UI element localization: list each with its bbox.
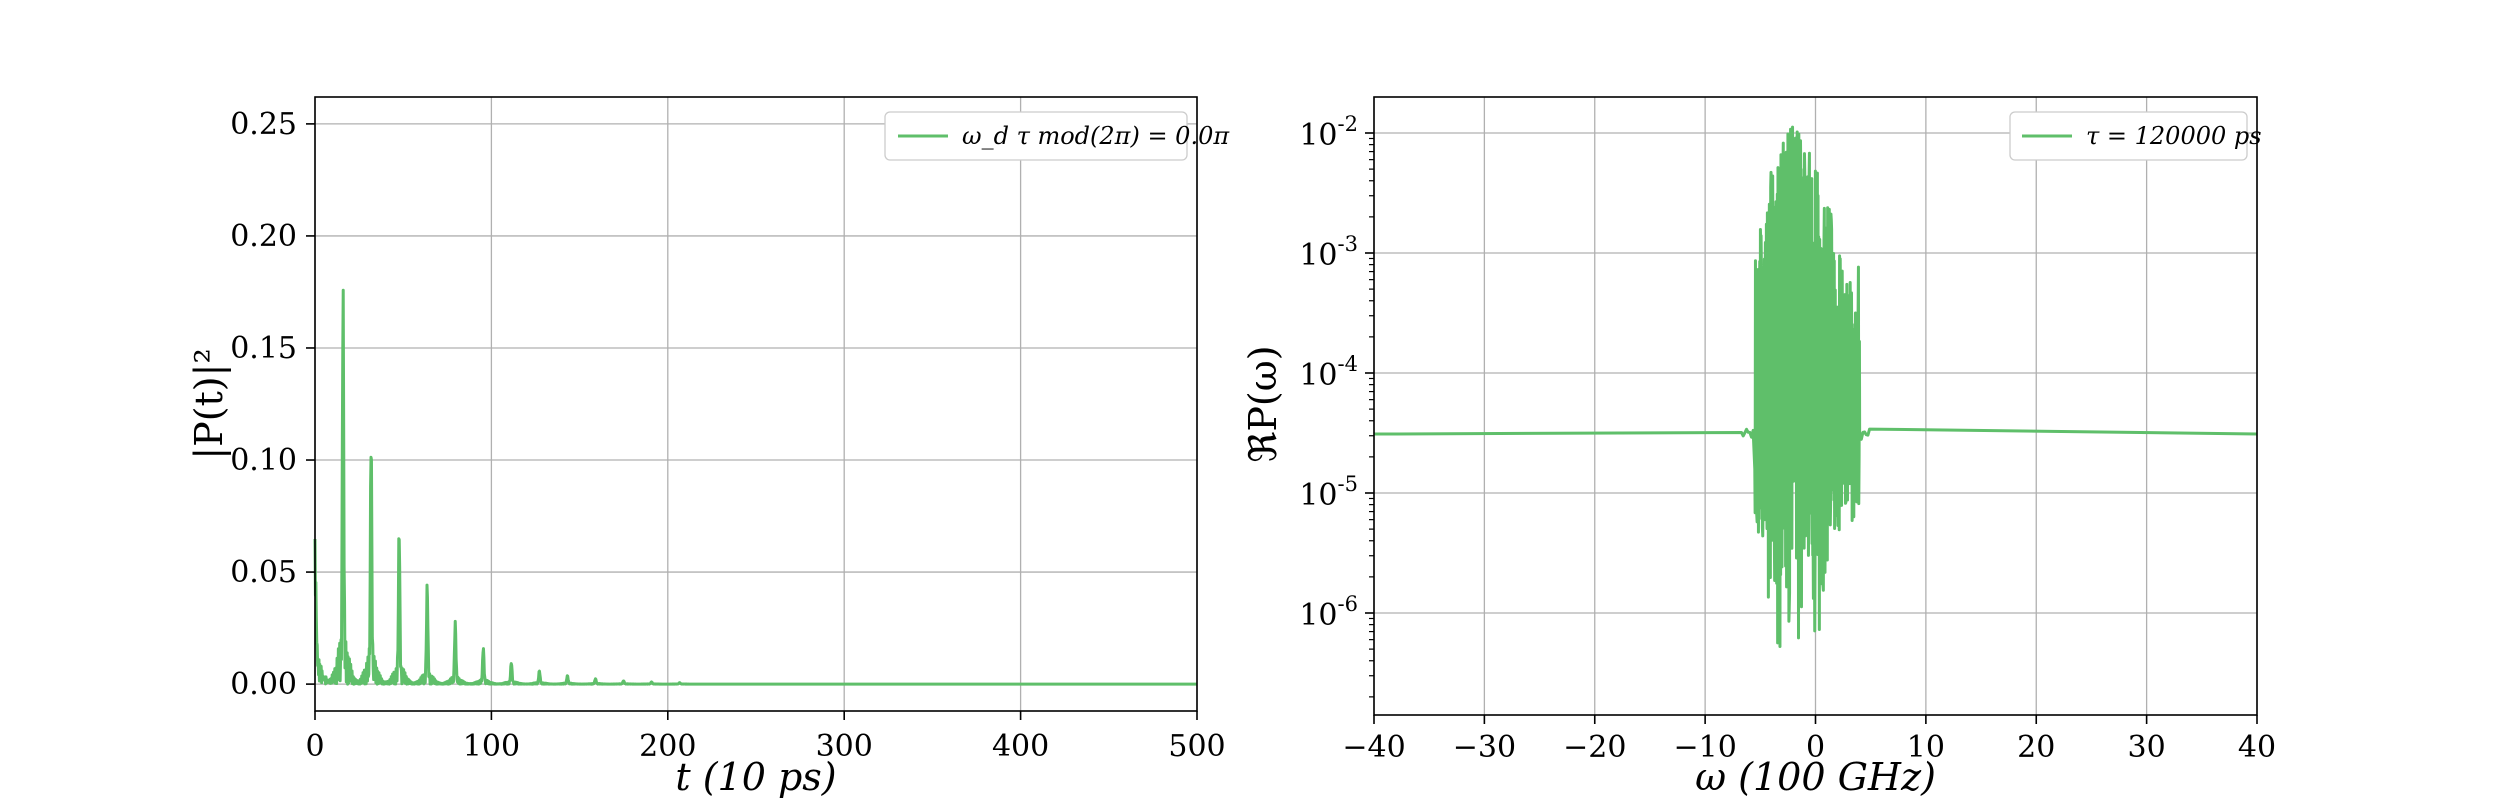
right-xtick-label: −40 xyxy=(1342,730,1405,765)
right-xtick-label: 20 xyxy=(2017,730,2055,765)
right-legend-label: τ = 120000 ps xyxy=(2086,122,2262,150)
left-ytick-label: 0.05 xyxy=(230,555,297,590)
left-series-line xyxy=(313,288,1199,686)
left-xtick-label: 200 xyxy=(639,729,696,764)
right-legend: τ = 120000 ps xyxy=(2009,111,2262,161)
left-legend-box xyxy=(884,111,1188,161)
left-xtick-label: 500 xyxy=(1168,729,1225,764)
right-xtick-label: 40 xyxy=(2238,730,2276,765)
left-ytick-label: 0.15 xyxy=(230,331,297,366)
left-gridlines xyxy=(314,97,1198,711)
right-xtick-label: 10 xyxy=(1907,730,1945,765)
right-xtick-label: −30 xyxy=(1453,730,1516,765)
left-xtick-label: 100 xyxy=(463,729,520,764)
right-ytick-label: 10-6 xyxy=(1299,592,1358,633)
left-ytick-label: 0.10 xyxy=(230,443,297,478)
left-plot-frame xyxy=(314,96,1198,712)
right-xtick-label: 0 xyxy=(1806,730,1825,765)
right-yaxis-label: ℜP(ω) xyxy=(1241,345,1285,462)
right-xtick-label: −20 xyxy=(1563,730,1626,765)
left-yaxis-label: |P(t)|² xyxy=(187,348,231,459)
right-series-line xyxy=(1373,125,2258,649)
right-xtick-label: −10 xyxy=(1673,730,1736,765)
right-ytick-label: 10-2 xyxy=(1299,112,1358,153)
left-legend: ω_d τ mod(2π) = 0.0π xyxy=(884,111,1230,161)
right-ytick-label: 10-4 xyxy=(1299,352,1358,393)
left-xtick-label: 0 xyxy=(305,729,324,764)
left-xaxis-label: t (10 ps) xyxy=(675,755,836,799)
right-legend-box xyxy=(2009,111,2248,161)
left-ytick-label: 0.25 xyxy=(230,107,297,142)
left-ytick-label: 0.00 xyxy=(230,667,297,702)
right-xaxis-label: ω (100 GHz) xyxy=(1695,755,1936,799)
left-xtick-label: 400 xyxy=(992,729,1049,764)
right-xtick-label: 30 xyxy=(2128,730,2166,765)
left-xtick-label: 300 xyxy=(816,729,873,764)
right-ytick-label: 10-5 xyxy=(1299,472,1358,513)
right-ytick-label: 10-3 xyxy=(1299,232,1358,273)
left-legend-label: ω_d τ mod(2π) = 0.0π xyxy=(962,122,1230,150)
left-ytick-label: 0.20 xyxy=(230,219,297,254)
